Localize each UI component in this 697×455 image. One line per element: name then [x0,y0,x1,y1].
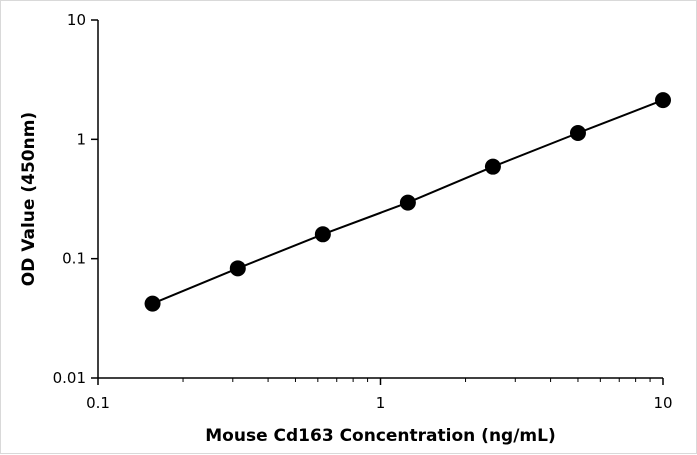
y-tick-label: 10 [67,11,86,29]
data-point [569,124,586,141]
y-tick-label: 0.01 [53,369,86,387]
x-tick-label: 10 [653,394,672,412]
data-point [314,226,331,243]
y-axis-title: OD Value (450nm) [19,112,39,286]
data-points [144,92,671,312]
data-point [229,260,246,277]
axes [97,20,663,379]
data-point [484,158,501,175]
y-tick-label: 1 [76,130,86,148]
data-point [144,295,161,312]
data-point [655,92,671,109]
x-tick-label: 0.1 [86,394,110,412]
ticks [91,19,664,385]
x-axis-title: Mouse Cd163 Concentration (ng/mL) [205,426,555,446]
y-tick-label: 0.1 [62,250,86,268]
x-tick-label: 1 [376,394,386,412]
data-point [399,194,416,211]
